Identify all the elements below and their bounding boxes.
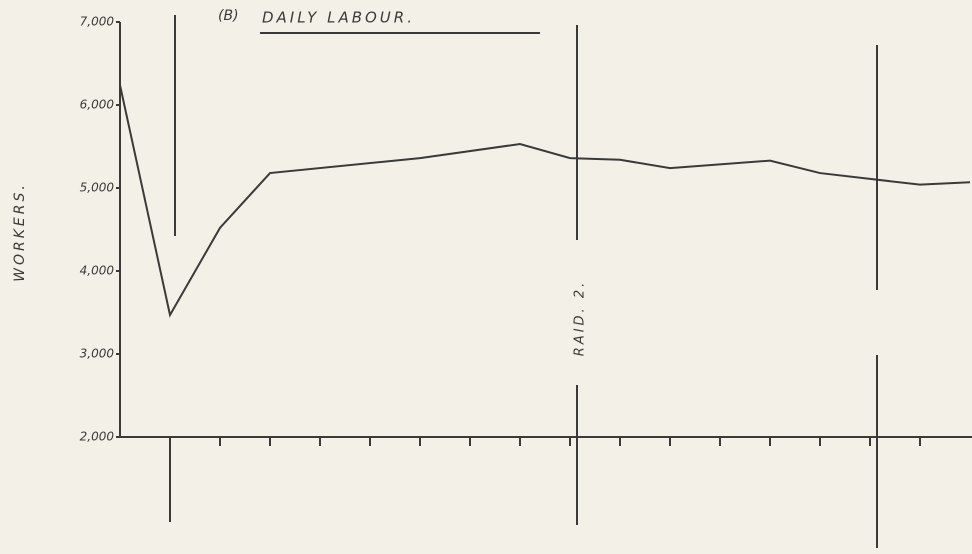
y-tick-label: 7,000 <box>80 15 115 29</box>
y-tick-label: 5,000 <box>80 181 115 195</box>
chart-title: DAILY LABOUR. <box>262 9 415 27</box>
annotation: RAID. 2. <box>573 280 588 356</box>
data-line <box>119 84 971 318</box>
panel-label: (B) <box>218 8 239 24</box>
y-tick-label: 2,000 <box>80 430 115 444</box>
y-tick-label: 3,000 <box>80 347 115 361</box>
y-tick-label: 6,000 <box>80 98 115 112</box>
y-tick-label: 4,000 <box>80 264 115 278</box>
y-axis-label: WORKERS. <box>12 182 28 282</box>
